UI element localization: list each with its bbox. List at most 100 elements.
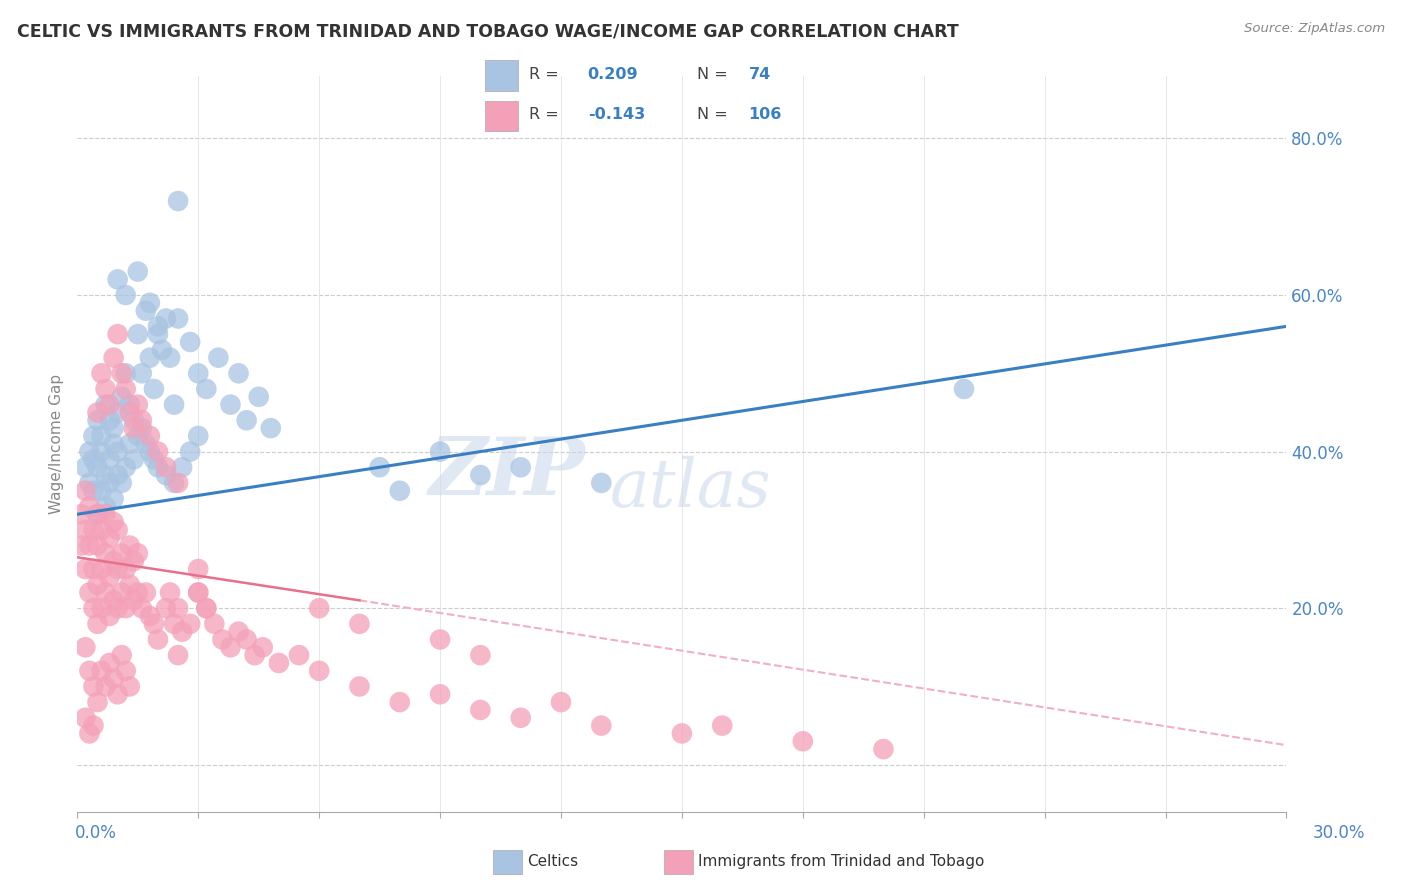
- Point: [953, 382, 976, 396]
- Point: [82, 680, 104, 694]
- Point: [75, 711, 97, 725]
- Point: [509, 711, 531, 725]
- Point: [86, 577, 108, 591]
- Point: [94, 382, 117, 396]
- Point: [103, 593, 125, 607]
- Point: [75, 640, 97, 655]
- Point: [107, 327, 129, 342]
- Point: [388, 483, 411, 498]
- Point: [98, 656, 121, 670]
- Point: [107, 523, 129, 537]
- Point: [82, 523, 104, 537]
- Point: [118, 398, 141, 412]
- Point: [429, 444, 451, 458]
- Point: [103, 421, 125, 435]
- Point: [349, 680, 371, 694]
- Point: [111, 585, 134, 599]
- Point: [187, 562, 209, 576]
- Point: [388, 695, 411, 709]
- Point: [86, 507, 108, 521]
- Point: [167, 194, 190, 208]
- Text: Source: ZipAtlas.com: Source: ZipAtlas.com: [1244, 22, 1385, 36]
- Point: [122, 421, 145, 435]
- Point: [94, 546, 117, 560]
- Point: [90, 429, 112, 443]
- Point: [122, 413, 145, 427]
- Point: [872, 742, 894, 756]
- Point: [135, 437, 157, 451]
- Point: [75, 562, 97, 576]
- Point: [75, 460, 97, 475]
- Point: [247, 390, 270, 404]
- Point: [155, 601, 177, 615]
- Point: [86, 405, 108, 419]
- Point: [308, 664, 330, 678]
- Point: [79, 500, 101, 514]
- Point: [179, 616, 201, 631]
- Point: [429, 632, 451, 647]
- Bar: [664, 850, 693, 873]
- Point: [82, 452, 104, 467]
- Point: [103, 515, 125, 529]
- Point: [131, 601, 153, 615]
- Point: [82, 483, 104, 498]
- Point: [90, 562, 112, 576]
- Point: [79, 539, 101, 553]
- Point: [228, 367, 250, 381]
- Point: [90, 444, 112, 458]
- Point: [187, 585, 209, 599]
- Point: [159, 585, 181, 599]
- Point: [114, 367, 136, 381]
- Point: [172, 624, 194, 639]
- Point: [103, 672, 125, 686]
- Point: [172, 460, 194, 475]
- Text: CELTIC VS IMMIGRANTS FROM TRINIDAD AND TOBAGO WAGE/INCOME GAP CORRELATION CHART: CELTIC VS IMMIGRANTS FROM TRINIDAD AND T…: [17, 22, 959, 40]
- Point: [114, 664, 136, 678]
- Point: [219, 640, 242, 655]
- Point: [90, 367, 112, 381]
- Point: [135, 585, 157, 599]
- Point: [167, 648, 190, 662]
- Point: [118, 577, 141, 591]
- Point: [90, 664, 112, 678]
- Point: [155, 460, 177, 475]
- Point: [86, 695, 108, 709]
- Point: [114, 562, 136, 576]
- Point: [163, 398, 186, 412]
- Point: [94, 398, 117, 412]
- Point: [70, 539, 93, 553]
- Point: [103, 437, 125, 451]
- Point: [139, 429, 162, 443]
- Point: [86, 460, 108, 475]
- Point: [107, 468, 129, 483]
- Point: [711, 718, 734, 732]
- Point: [252, 640, 274, 655]
- Point: [107, 687, 129, 701]
- Point: [179, 444, 201, 458]
- Point: [155, 468, 177, 483]
- Point: [107, 272, 129, 286]
- Point: [111, 648, 134, 662]
- Point: [98, 570, 121, 584]
- Point: [127, 546, 149, 560]
- Point: [111, 546, 134, 560]
- Point: [118, 437, 141, 451]
- Point: [75, 483, 97, 498]
- Point: [127, 429, 149, 443]
- Point: [591, 475, 613, 490]
- Point: [131, 367, 153, 381]
- Text: R =: R =: [529, 67, 564, 82]
- Point: [127, 585, 149, 599]
- Point: [142, 616, 165, 631]
- Point: [86, 616, 108, 631]
- Point: [308, 601, 330, 615]
- Text: -0.143: -0.143: [588, 107, 645, 122]
- Point: [103, 491, 125, 506]
- Point: [146, 327, 169, 342]
- Point: [131, 421, 153, 435]
- Point: [122, 593, 145, 607]
- Point: [195, 382, 218, 396]
- Point: [90, 601, 112, 615]
- Point: [118, 539, 141, 553]
- Point: [288, 648, 311, 662]
